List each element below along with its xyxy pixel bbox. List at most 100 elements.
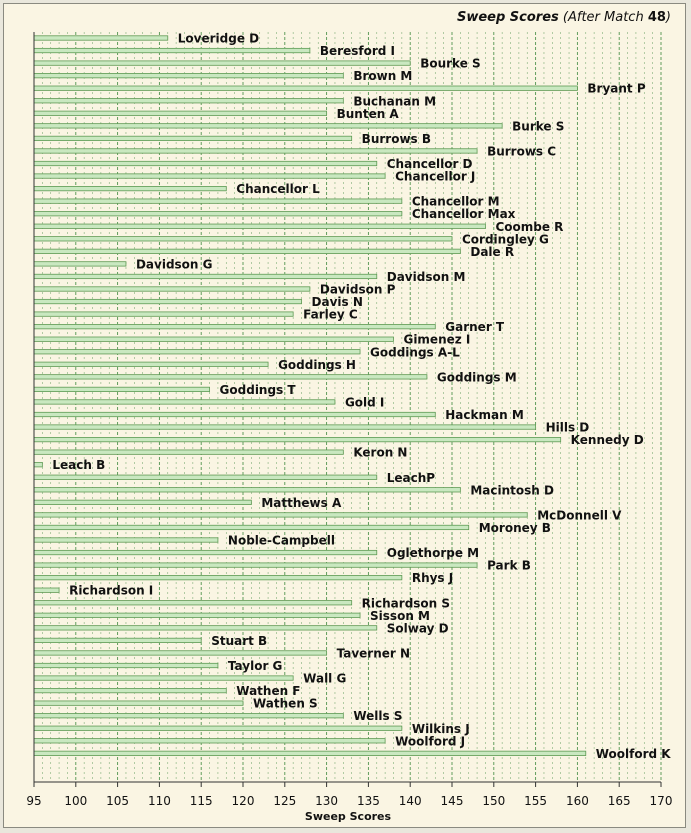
- x-tick-label: 140: [399, 794, 422, 808]
- bar-label: Loveridge D: [178, 32, 259, 46]
- x-axis: 95 100 105 110 115 120 125 130 135 140 145 150 155 16…: [26, 32, 672, 808]
- bar: [33, 336, 394, 342]
- bar-label: Stuart B: [211, 634, 267, 648]
- bar: [33, 198, 403, 204]
- bar: [33, 386, 210, 393]
- bar-label: Oglethorpe M: [387, 546, 479, 560]
- bar: [33, 662, 219, 669]
- bar: [33, 688, 227, 694]
- bar: [33, 487, 461, 493]
- bar-label: Goddings M: [437, 370, 517, 384]
- bar-label: Goddings A-L: [370, 345, 460, 359]
- bar: [33, 123, 503, 129]
- bar-label: Rhys J: [412, 571, 453, 585]
- bar-label: Cordingley G: [462, 232, 549, 246]
- bar: [33, 424, 537, 430]
- bar: [33, 399, 336, 405]
- bar-label: Solway D: [387, 621, 449, 635]
- bar-label: Brown M: [353, 69, 412, 83]
- x-tick-label: 120: [232, 794, 255, 808]
- bar: [33, 110, 328, 116]
- bar-label: Buchanan M: [353, 94, 436, 108]
- bar-label: Hackman M: [445, 408, 524, 422]
- bar-label: Davidson P: [320, 283, 396, 297]
- bar: [33, 562, 478, 568]
- bar-label: Sisson M: [370, 609, 430, 623]
- bar-label: Leach B: [52, 458, 105, 472]
- bar: [33, 349, 361, 355]
- bar: [33, 185, 227, 192]
- bar-label: Farley C: [303, 308, 358, 322]
- bar-label: Park B: [487, 559, 531, 573]
- bar: [33, 675, 294, 681]
- x-tick-label: 105: [106, 794, 129, 808]
- bar: [33, 713, 344, 719]
- bar-label: Beresford I: [320, 44, 395, 58]
- bar-label: Wathen F: [236, 684, 300, 698]
- chart-title-suffix: ): [665, 10, 671, 25]
- bar-label: Goddings H: [278, 358, 356, 372]
- bar-label: Chancellor D: [387, 157, 473, 171]
- bar: [33, 173, 386, 179]
- bar: [33, 436, 562, 443]
- grid-layer: [33, 32, 662, 782]
- bar-label: Chancellor L: [236, 182, 320, 196]
- x-tick-label: 95: [26, 794, 41, 808]
- bar-label: Dale R: [470, 245, 514, 259]
- chart-title-main: Sweep Scores: [456, 10, 559, 25]
- bar-label: Burrows B: [362, 132, 431, 146]
- x-tick-label: 115: [190, 794, 213, 808]
- bar-label: Chancellor J: [395, 170, 475, 184]
- chart-title: Sweep Scores (After Match 48): [457, 10, 671, 25]
- bar: [33, 298, 302, 305]
- x-tick-label: 110: [148, 794, 171, 808]
- plot-area: [34, 32, 661, 782]
- x-tick-label: 125: [273, 794, 296, 808]
- bar: [33, 60, 411, 66]
- bar-label: Bunten A: [337, 107, 400, 121]
- x-tick-label: 160: [566, 794, 589, 808]
- bar: [33, 499, 252, 505]
- bar: [33, 47, 311, 54]
- x-tick-label: 145: [441, 794, 464, 808]
- x-tick-label: 150: [482, 794, 505, 808]
- bar-label: McDonnell V: [537, 508, 622, 522]
- bar: [33, 587, 60, 593]
- bar: [33, 512, 528, 518]
- bar: [33, 223, 486, 229]
- x-tick-label: 165: [608, 794, 631, 808]
- bar-label: Woolford J: [395, 734, 465, 748]
- bar-label: Davis N: [312, 295, 363, 309]
- bar: [33, 160, 378, 167]
- bar-label: Macintosh D: [470, 483, 554, 497]
- x-tick-label: 100: [64, 794, 87, 808]
- bar-label: Burke S: [512, 119, 564, 133]
- bar-label: Noble-Campbell: [228, 534, 335, 548]
- bar-label: LeachP: [387, 471, 436, 485]
- x-tick-label: 170: [650, 794, 673, 808]
- bar: [33, 462, 43, 468]
- bar: [33, 575, 403, 581]
- bar-label: Davidson M: [387, 270, 466, 284]
- bar: [33, 549, 378, 556]
- bar: [33, 625, 378, 631]
- bar-label: Gold I: [345, 395, 384, 409]
- bar-label: Richardson I: [69, 584, 153, 598]
- bar-label: Kennedy D: [571, 433, 644, 447]
- bar-label: Coombe R: [495, 220, 563, 234]
- bar: [33, 524, 470, 531]
- bar-label: Bourke S: [420, 57, 480, 71]
- bar: [33, 85, 578, 91]
- bar: [33, 725, 403, 731]
- bar-label: Chancellor Max: [412, 207, 516, 221]
- bar: [33, 311, 294, 317]
- chart-title-prefix: (After Match: [562, 10, 644, 25]
- bar: [33, 135, 353, 141]
- bar: [33, 750, 587, 756]
- bar-label: Hills D: [546, 421, 590, 435]
- bar-label: Moroney B: [479, 521, 551, 535]
- bar: [33, 537, 219, 543]
- bar-label: Wall G: [303, 672, 346, 686]
